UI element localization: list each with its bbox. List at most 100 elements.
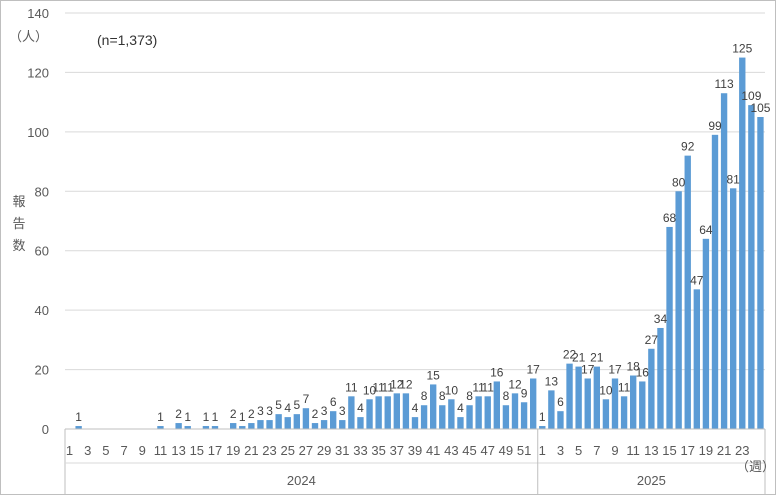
y-tick-label: 120 [27, 65, 49, 80]
data-label: 8 [421, 389, 428, 403]
y-tick-label: 60 [35, 244, 49, 259]
data-label: 92 [681, 140, 695, 154]
x-tick-label: 5 [575, 443, 582, 458]
bar [284, 417, 291, 429]
x-tick-label: 15 [662, 443, 676, 458]
bar [157, 426, 164, 429]
x-tick-label: 33 [353, 443, 367, 458]
data-label: 109 [741, 89, 761, 103]
bar [330, 411, 337, 429]
bar [339, 420, 346, 429]
data-label: 8 [466, 389, 473, 403]
bar [539, 426, 546, 429]
bar [730, 188, 737, 429]
bar [611, 378, 619, 429]
bar [575, 366, 582, 429]
data-label: 22 [563, 348, 577, 362]
week-unit-label: （週） [736, 459, 775, 474]
bar [548, 390, 555, 429]
bar [748, 105, 755, 429]
data-label: 16 [636, 365, 650, 379]
x-tick-label: 5 [102, 443, 109, 458]
x-tick-label: 49 [499, 443, 513, 458]
data-label: 1 [157, 410, 164, 424]
data-label: 2 [312, 407, 319, 421]
x-tick-label: 31 [335, 443, 349, 458]
data-label: 47 [690, 273, 704, 287]
data-label: 4 [357, 401, 364, 415]
bar [184, 426, 191, 429]
data-label: 11 [381, 380, 394, 394]
data-label: 6 [330, 395, 337, 409]
bar [302, 408, 310, 429]
x-tick-label: 25 [280, 443, 294, 458]
bar [357, 417, 364, 429]
bar [675, 191, 682, 429]
x-tick-label: 19 [699, 443, 713, 458]
x-tick-label: 9 [139, 443, 146, 458]
data-label: 12 [399, 377, 413, 391]
bar [566, 363, 573, 429]
y-tick-label: 0 [42, 422, 49, 437]
x-tick-label: 11 [626, 443, 640, 458]
data-label: 12 [390, 377, 404, 391]
x-tick-label: 47 [480, 443, 494, 458]
x-tick-label: 13 [171, 443, 185, 458]
data-label: 1 [539, 410, 546, 424]
bar [402, 393, 410, 429]
y-label-char: 告 [12, 216, 25, 231]
bar [275, 414, 282, 429]
x-tick-label: 1 [539, 443, 546, 458]
data-label: 11 [472, 380, 485, 394]
bar [320, 420, 328, 429]
y-tick-label: 20 [35, 363, 49, 378]
bar [493, 381, 500, 429]
bar [648, 348, 655, 429]
data-label: 7 [303, 392, 310, 406]
data-label: 4 [457, 401, 464, 415]
data-label: 34 [654, 312, 668, 326]
bar [430, 384, 437, 429]
bar [557, 411, 564, 429]
x-tick-label: 43 [444, 443, 458, 458]
bar [75, 426, 82, 429]
bar [211, 426, 219, 429]
bar [475, 396, 482, 429]
bar [720, 93, 728, 429]
data-label: 1 [184, 410, 191, 424]
y-tick-label: 80 [35, 184, 49, 199]
x-tick-label: 35 [371, 443, 385, 458]
bar [420, 405, 428, 429]
bar [702, 238, 710, 429]
data-label: 2 [230, 407, 237, 421]
bar [466, 405, 473, 429]
x-tick-label: 7 [120, 443, 127, 458]
data-label: 6 [557, 395, 564, 409]
x-tick-label: 9 [611, 443, 618, 458]
x-tick-label: 7 [593, 443, 600, 458]
data-label: 16 [490, 365, 504, 379]
x-tick-label: 39 [408, 443, 422, 458]
bar [248, 423, 255, 429]
bars [75, 57, 764, 430]
y-label-char: 数 [12, 238, 25, 253]
data-label: 2 [248, 407, 255, 421]
y-tick-label: 100 [27, 125, 49, 140]
n-label: (n=1,373) [97, 32, 157, 48]
bar [693, 289, 700, 429]
bar [230, 423, 237, 429]
data-label: 18 [627, 360, 641, 374]
bar [630, 375, 637, 429]
bar [757, 117, 764, 429]
data-label: 1 [75, 410, 82, 424]
year-label: 2024 [287, 473, 316, 488]
bar [457, 417, 464, 429]
bar [511, 393, 519, 429]
data-label: 10 [363, 383, 377, 397]
bar [311, 423, 319, 429]
data-label: 21 [572, 351, 586, 365]
x-tick-label: 13 [644, 443, 658, 458]
